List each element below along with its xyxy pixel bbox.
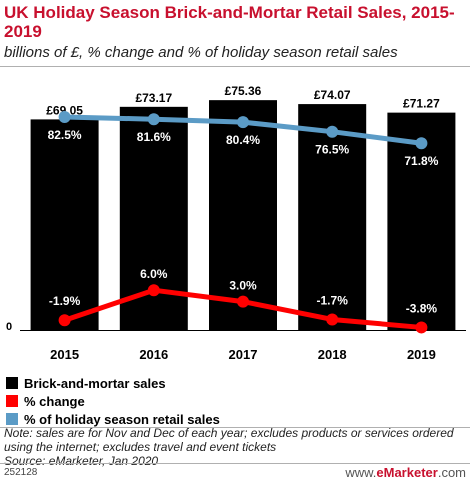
logo-brand: eMarketer bbox=[376, 465, 438, 480]
share-point-2016 bbox=[147, 113, 160, 126]
emarketer-logo[interactable]: www.eMarketer.com bbox=[345, 465, 466, 480]
change-label-2015: -1.9% bbox=[49, 294, 81, 308]
change-label-2017: 3.0% bbox=[229, 279, 257, 293]
y-zero-label: 0 bbox=[6, 321, 12, 333]
change-label-2019: -3.8% bbox=[406, 301, 438, 315]
note-divider bbox=[0, 427, 470, 428]
bar-2018 bbox=[298, 104, 367, 330]
share-label-2019: 71.8% bbox=[404, 154, 438, 168]
bar-label-2018: £74.07 bbox=[314, 88, 351, 102]
change-point-2016 bbox=[147, 284, 160, 297]
legend-label-share: % of holiday season retail sales bbox=[24, 411, 220, 427]
chart-id: 252128 bbox=[4, 467, 38, 478]
x-tick-2018: 2018 bbox=[318, 347, 347, 362]
legend-item-share: % of holiday season retail sales bbox=[6, 410, 220, 428]
change-label-2018: -1.7% bbox=[317, 293, 349, 307]
legend-swatch-sales bbox=[6, 377, 18, 389]
share-point-2019 bbox=[415, 137, 428, 150]
logo-prefix: www. bbox=[345, 465, 377, 480]
legend-item-change: % change bbox=[6, 392, 220, 410]
legend-label-sales: Brick-and-mortar sales bbox=[24, 375, 166, 391]
bar-label-2016: £73.17 bbox=[135, 91, 172, 105]
x-tick-2019: 2019 bbox=[407, 347, 436, 362]
note-text: Note: sales are for Nov and Dec of each … bbox=[4, 426, 454, 454]
legend-swatch-change bbox=[6, 395, 18, 407]
bar-label-2019: £71.27 bbox=[403, 97, 440, 111]
chart-title: UK Holiday Season Brick-and-Mortar Retai… bbox=[4, 3, 455, 41]
share-label-2015: 82.5% bbox=[48, 128, 82, 142]
change-point-2017 bbox=[237, 295, 249, 308]
change-label-2016: 6.0% bbox=[140, 267, 168, 281]
top-divider bbox=[0, 66, 470, 67]
x-tick-2016: 2016 bbox=[139, 347, 168, 362]
share-label-2018: 76.5% bbox=[315, 143, 349, 157]
x-tick-2015: 2015 bbox=[50, 347, 79, 362]
share-label-2016: 81.6% bbox=[137, 130, 171, 144]
source-note: Note: sales are for Nov and Dec of each … bbox=[4, 426, 466, 468]
share-point-2018 bbox=[326, 125, 339, 138]
legend: Brick-and-mortar sales % change % of hol… bbox=[6, 374, 220, 428]
footer: 252128 www.eMarketer.com bbox=[4, 465, 466, 481]
share-label-2017: 80.4% bbox=[226, 133, 260, 147]
chart-plot: £69.05 £73.17 £75.36 £74.07 £71.27 0 82.5% 81.6… bbox=[6, 84, 466, 362]
bar-2017 bbox=[209, 100, 277, 330]
bar-2015 bbox=[30, 119, 99, 331]
share-point-2017 bbox=[237, 116, 249, 129]
change-point-2019 bbox=[415, 321, 428, 334]
legend-item-sales: Brick-and-mortar sales bbox=[6, 374, 220, 392]
legend-label-change: % change bbox=[24, 393, 85, 409]
bar-label-2017: £75.36 bbox=[225, 84, 262, 98]
change-point-2015 bbox=[58, 314, 71, 327]
logo-suffix: .com bbox=[437, 465, 466, 480]
chart-subtitle: billions of £, % change and % of holiday… bbox=[4, 44, 398, 61]
source-text: Source: eMarketer, Jan 2020 bbox=[4, 454, 159, 468]
change-point-2018 bbox=[326, 313, 339, 326]
legend-swatch-share bbox=[6, 413, 18, 425]
x-tick-2017: 2017 bbox=[229, 347, 258, 362]
footer-divider bbox=[0, 463, 470, 464]
share-point-2015 bbox=[58, 111, 71, 123]
bar-label-2015: £69.05 bbox=[46, 103, 83, 117]
